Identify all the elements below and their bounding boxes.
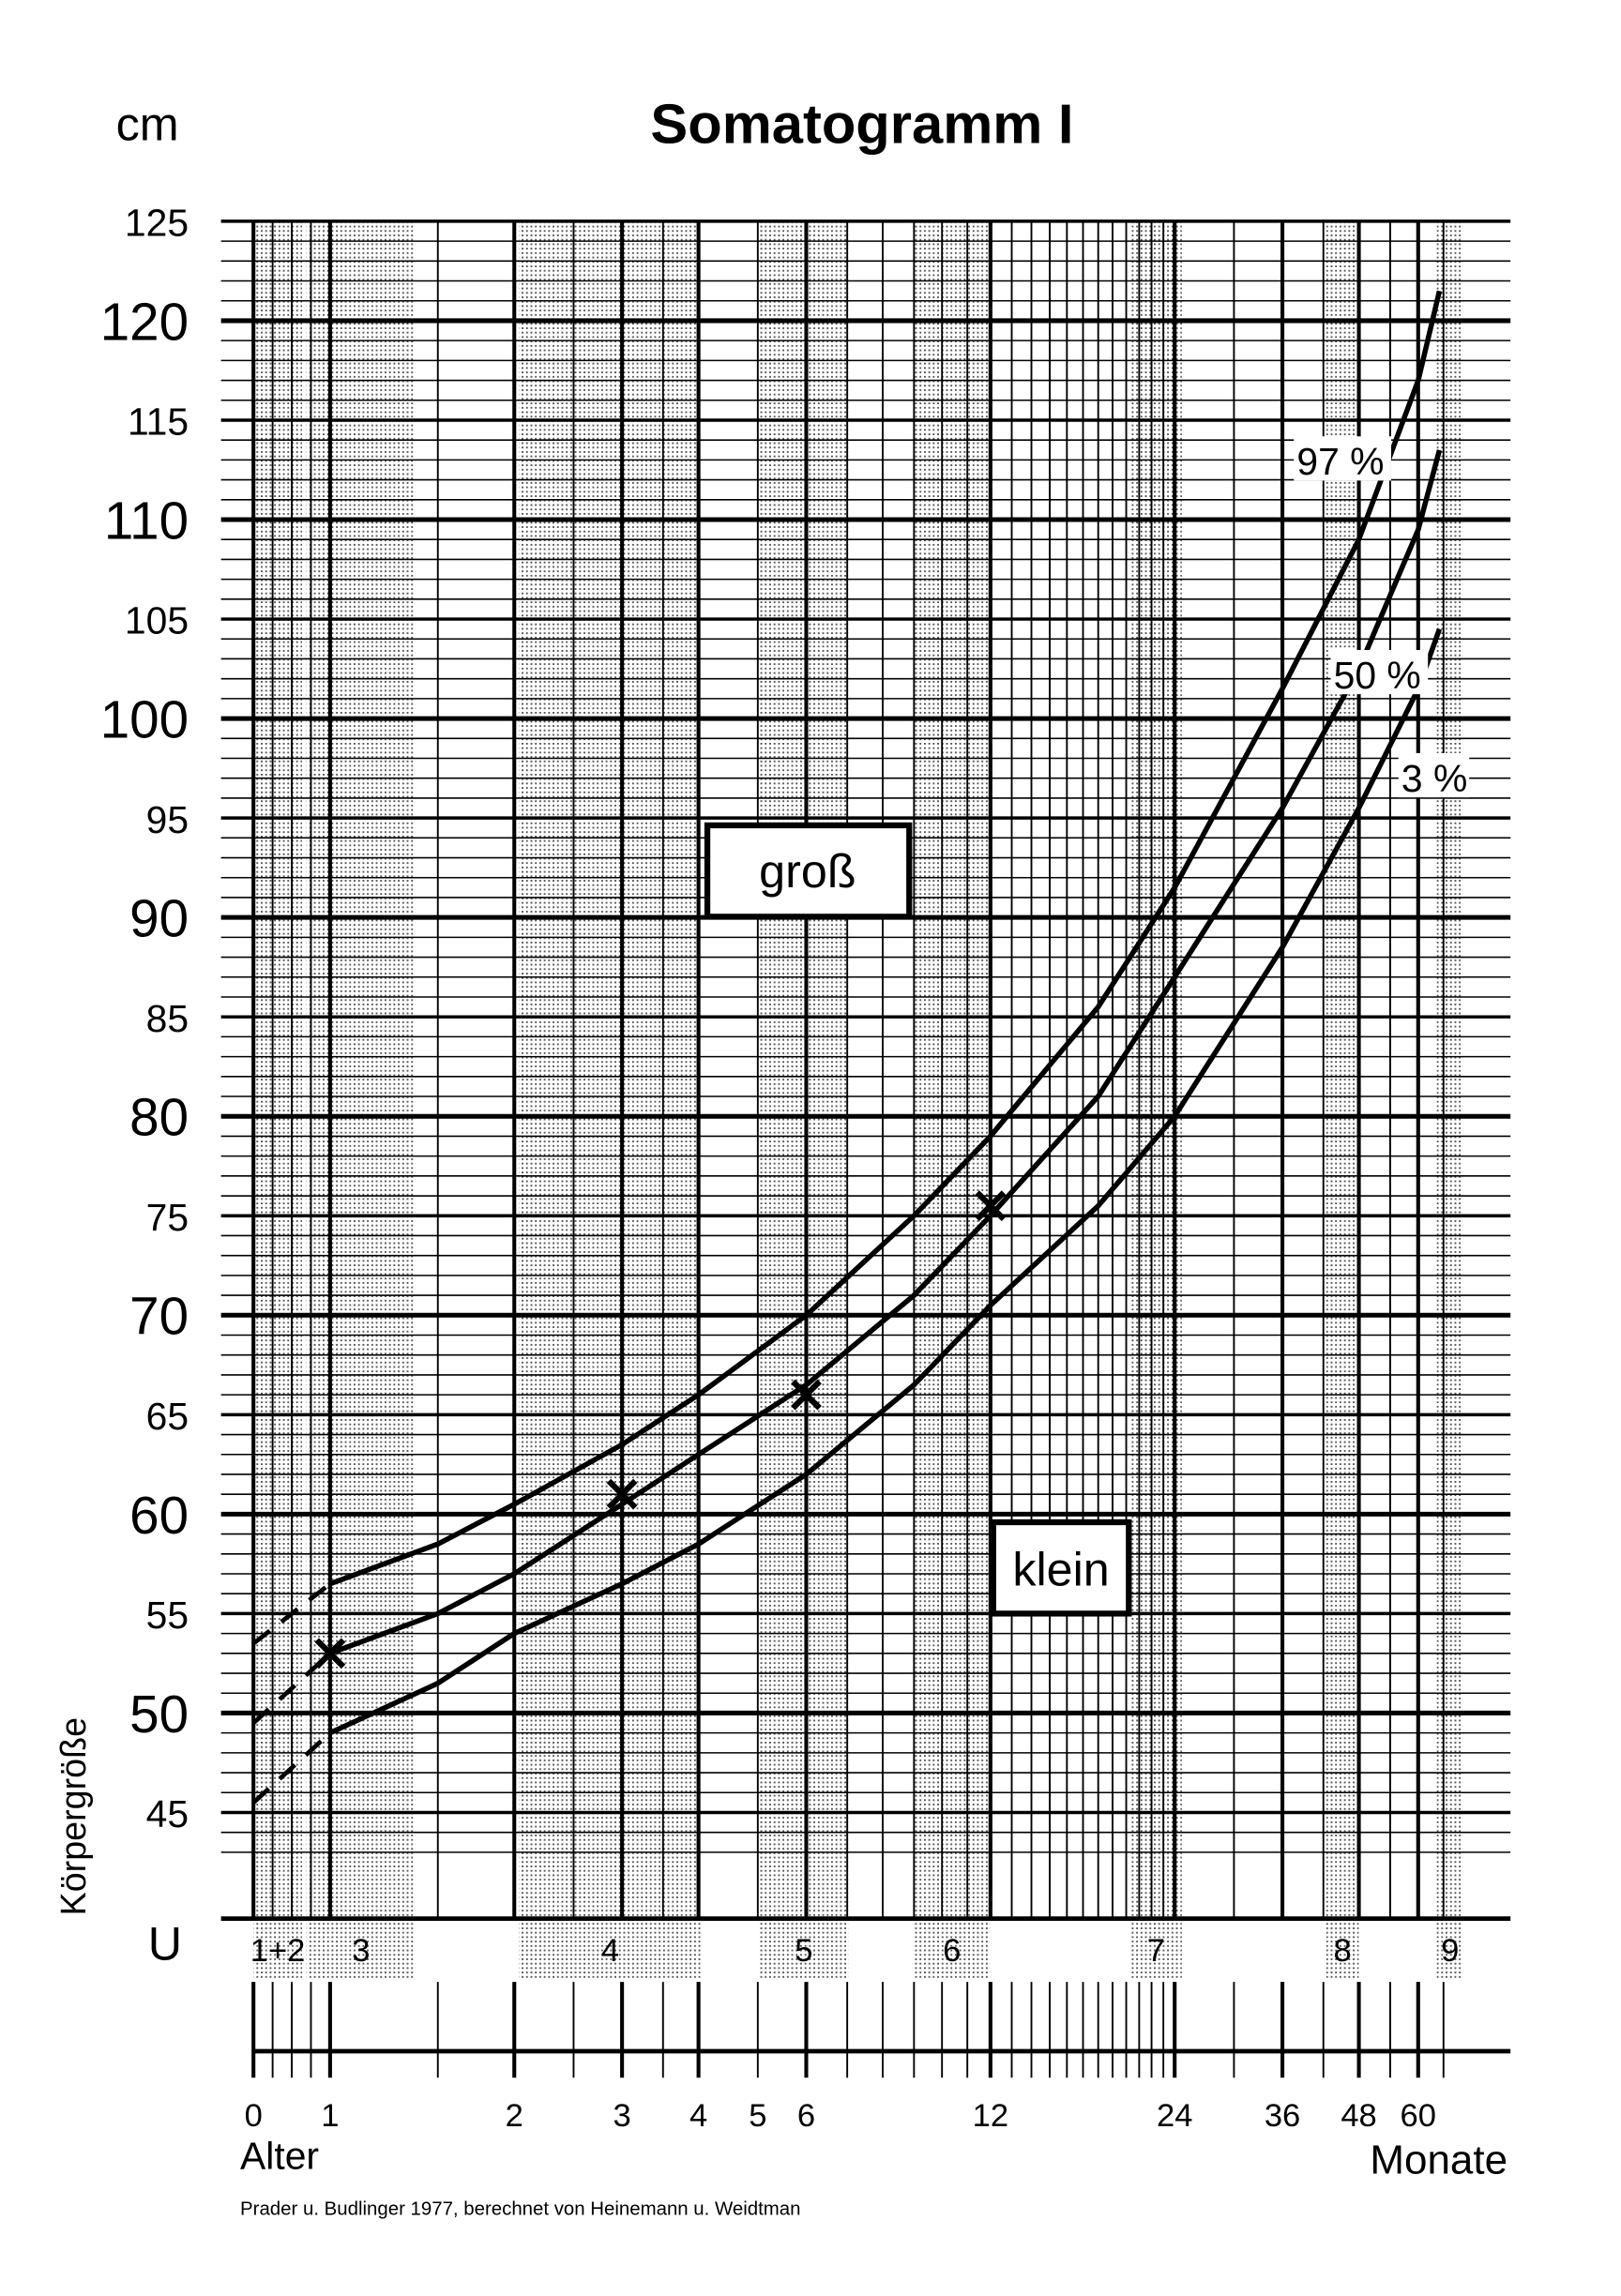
y-tick-label: 105 (125, 599, 189, 642)
chart-title: Somatogramm I (650, 93, 1073, 156)
x-tick-label: 1 (321, 2098, 339, 2134)
x-tick-label: 36 (1265, 2098, 1300, 2134)
y-tick-labels: 125 120 115 110 105 100 95 90 85 80 75 70 65 60 55 50 45 (100, 202, 189, 1836)
curve-1 (328, 449, 1443, 1656)
y-tick-label: 110 (104, 491, 189, 550)
x-tick-label: 5 (749, 2098, 766, 2134)
y-tick-label: 75 (146, 1196, 189, 1239)
exam-label: 8 (1333, 1933, 1351, 1969)
curve-label: 50 % (1334, 654, 1421, 697)
exam-label: 7 (1147, 1933, 1165, 1969)
gross-text: groß (759, 845, 856, 898)
exam-labels: 1+2 3 4 5 6 7 8 9 (250, 1933, 1460, 1969)
y-tick-label: 45 (146, 1792, 189, 1835)
exam-label: 3 (352, 1933, 370, 1969)
measurement-x-mark (606, 1478, 638, 1510)
curve-label: 3 % (1401, 757, 1467, 800)
x-tick-label: 3 (614, 2098, 631, 2134)
klein-text: klein (1012, 1544, 1109, 1596)
curve-0 (328, 290, 1443, 1587)
x-axis-label-right: Monate (1370, 2137, 1507, 2183)
y-tick-label: 80 (129, 1088, 189, 1147)
label-gross: groß (704, 822, 913, 920)
y-tick-label: 90 (129, 889, 189, 948)
exam-row-label: U (148, 1918, 182, 1971)
x-tick-label: 0 (245, 2098, 263, 2134)
curve-2 (328, 627, 1443, 1736)
y-tick-label: 125 (125, 202, 189, 245)
exam-label: 9 (1441, 1933, 1459, 1969)
x-tick-label: 12 (973, 2098, 1008, 2134)
y-tick-label: 50 (129, 1684, 189, 1744)
x-tick-label: 48 (1341, 2098, 1376, 2134)
exam-label: 4 (601, 1933, 619, 1969)
measurement-x-mark (975, 1190, 1007, 1222)
x-tick-label: 60 (1401, 2098, 1436, 2134)
y-tick-label: 85 (146, 997, 189, 1040)
curve-label: 97 % (1296, 440, 1384, 483)
exam-band-5 (759, 220, 849, 1979)
y-tick-label: 115 (128, 400, 189, 444)
y-axis-label: Körpergröße (53, 1717, 93, 1916)
curve-label-bg (1398, 752, 1470, 798)
exam-band-3 (306, 220, 416, 1979)
exam-band-6 (913, 220, 991, 1979)
exam-band-8 (1326, 220, 1359, 1979)
measurement-x-mark (791, 1379, 822, 1411)
x-axis: 0 1 2 3 4 5 6 12 24 36 48 60 (245, 1982, 1511, 2134)
y-tick-label: 65 (146, 1395, 189, 1438)
x-tick-label: 6 (797, 2098, 815, 2134)
exam-label: 1+2 (250, 1933, 306, 1969)
curve-dashed-2 (251, 1730, 332, 1805)
curve-labels: 97 % 50 % 3 % (1294, 436, 1470, 800)
x-axis-label-left: Alter (240, 2135, 319, 2178)
y-tick-label: 95 (146, 798, 189, 841)
percentile-curves (251, 290, 1443, 1805)
exam-band-9 (1436, 220, 1463, 1979)
y-tick-label: 100 (100, 690, 189, 749)
y-tick-label: 120 (100, 292, 189, 351)
measurement-x-mark (314, 1638, 346, 1669)
label-klein: klein (990, 1518, 1132, 1617)
x-tick-label: 4 (689, 2098, 707, 2134)
y-unit-label: cm (116, 98, 179, 150)
x-tick-label: 2 (506, 2098, 523, 2134)
y-tick-label: 70 (129, 1287, 189, 1346)
curve-dashed-0 (251, 1581, 332, 1646)
y-tick-label: 55 (146, 1594, 189, 1637)
exam-band-4 (518, 220, 702, 1979)
exam-label: 6 (943, 1933, 961, 1969)
measurement-marks (314, 1190, 1007, 1669)
source-note: Prader u. Budlinger 1977, berechnet von … (240, 2198, 800, 2219)
curve-label-bg (1294, 436, 1391, 481)
y-tick-label: 60 (129, 1486, 189, 1545)
x-tick-label: 24 (1157, 2098, 1192, 2134)
exam-label: 5 (795, 1933, 812, 1969)
curve-label-bg (1330, 650, 1429, 695)
